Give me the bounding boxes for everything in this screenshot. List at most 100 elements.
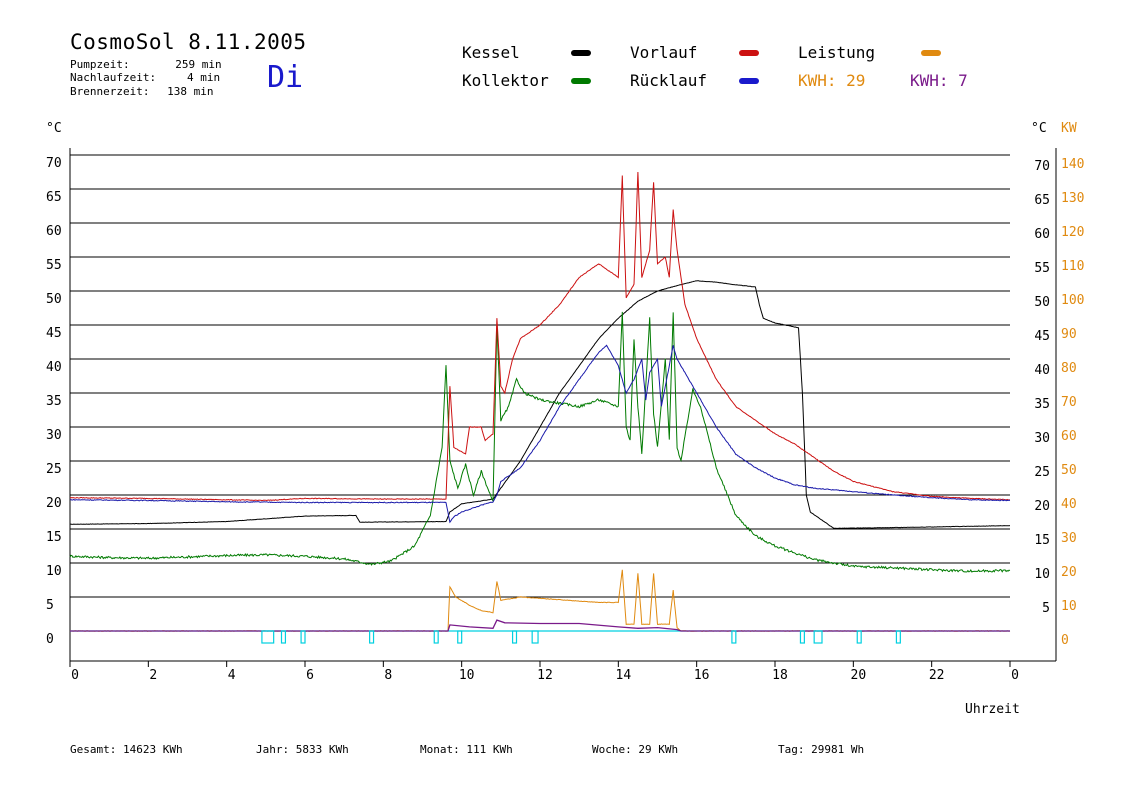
footer-tag: Tag: 29981 Wh: [778, 743, 865, 756]
legend-ruecklauf-swatch: [739, 78, 759, 84]
kw-tick-label: 20: [1061, 565, 1077, 580]
kw-tick-label: 140: [1061, 157, 1084, 172]
x-tick-label: 8: [384, 668, 392, 683]
pump-block: [813, 630, 823, 644]
info-pumpzeit: Pumpzeit: 259 min: [70, 58, 222, 71]
kw-tick-label: 0: [1061, 633, 1069, 648]
info-brennerzeit-label: Brennerzeit:: [70, 85, 150, 98]
footer-woche: Woche: 29 KWh: [592, 743, 679, 756]
right-tick-label: 60: [1034, 227, 1050, 242]
footer-gesamt: Gesamt: 14623 KWh: [70, 743, 183, 756]
kw-tick-label: 110: [1061, 259, 1084, 274]
kw-tick-label: 90: [1061, 327, 1077, 342]
x-tick-label: 22: [929, 668, 945, 683]
kw-tick-label: 80: [1061, 361, 1077, 376]
info-nachlaufzeit: Nachlaufzeit: 4 min: [70, 71, 220, 84]
left-tick-label: 60: [46, 224, 62, 239]
pump-block: [261, 630, 275, 644]
kw-tick-label: 100: [1061, 293, 1084, 308]
right-tick-label: 35: [1034, 397, 1050, 412]
x-tick-label: 0: [1011, 668, 1019, 683]
pump-block: [511, 630, 518, 644]
kw-tick-label: 60: [1061, 429, 1077, 444]
legend-kollektor-swatch: [571, 78, 591, 84]
x-tick-label: 0: [71, 668, 79, 683]
legend-ruecklauf-label: Rücklauf: [630, 71, 708, 90]
right-tick-label: 55: [1034, 261, 1050, 276]
kw-tick-label: 130: [1061, 191, 1084, 206]
left-tick-label: 35: [46, 394, 62, 409]
left-tick-label: 50: [46, 292, 62, 307]
legend-vorlauf-label: Vorlauf: [630, 43, 698, 62]
pump-block: [799, 630, 805, 644]
right-tick-label: 45: [1034, 329, 1050, 344]
x-tick-label: 18: [772, 668, 788, 683]
left-tick-label: 10: [46, 564, 62, 579]
pump-block: [457, 630, 463, 644]
kw-tick-label: 40: [1061, 497, 1077, 512]
x-tick-label: 10: [459, 668, 475, 683]
kw-tick-label: 30: [1061, 531, 1077, 546]
right-tick-label: 15: [1034, 533, 1050, 548]
x-tick-label: 14: [616, 668, 632, 683]
info-pumpzeit-value: 259 min: [175, 58, 222, 71]
right-tick-label: 40: [1034, 363, 1050, 378]
left-tick-label: 40: [46, 360, 62, 375]
right-axis-unit: °C: [1031, 121, 1047, 136]
kw-tick-label: 120: [1061, 225, 1084, 240]
info-nachlaufzeit-value: 4 min: [186, 71, 221, 84]
pump-block: [531, 630, 539, 644]
pump-block: [856, 630, 862, 644]
left-tick-label: 5: [46, 598, 54, 613]
x-tick-label: 16: [694, 668, 710, 683]
x-tick-label: 20: [851, 668, 867, 683]
pump-block: [731, 630, 737, 644]
x-tick-label: 6: [306, 668, 314, 683]
pump-block: [369, 630, 375, 644]
series-line-leistung: [69, 569, 1011, 632]
legend-kessel-label: Kessel: [462, 43, 520, 62]
info-brennerzeit-value: 138 min: [167, 85, 214, 98]
legend-vorlauf-swatch: [739, 50, 759, 56]
left-tick-label: 0: [46, 632, 54, 647]
pump-block: [300, 630, 306, 644]
info-brennerzeit: Brennerzeit: 138 min: [70, 85, 213, 98]
series-line-kessel: [70, 280, 1011, 529]
left-tick-label: 20: [46, 496, 62, 511]
right-tick-label: 65: [1034, 193, 1050, 208]
left-tick-label: 55: [46, 258, 62, 273]
right-tick-label: 10: [1034, 567, 1050, 582]
series-line-kollektor: [69, 311, 1011, 573]
left-tick-label: 30: [46, 428, 62, 443]
kw-tick-label: 50: [1061, 463, 1077, 478]
legend-kwh-total: KWH: 29: [798, 71, 866, 90]
legend-leistung-label: Leistung: [798, 43, 876, 62]
x-tick-label: 4: [228, 668, 236, 683]
right-tick-label: 30: [1034, 431, 1050, 446]
weekday-label: Di: [267, 60, 304, 95]
left-tick-label: 45: [46, 326, 62, 341]
right-tick-label: 70: [1034, 159, 1050, 174]
right-tick-label: 5: [1042, 601, 1050, 616]
left-axis-unit: °C: [46, 121, 62, 136]
series-line-vorlauf: [69, 171, 1011, 502]
x-tick-label: 2: [149, 668, 157, 683]
left-tick-label: 70: [46, 156, 62, 171]
pump-block: [433, 630, 439, 644]
footer-monat: Monat: 111 KWh: [420, 743, 513, 756]
right-tick-label: 25: [1034, 465, 1050, 480]
kw-axis-unit: KW: [1061, 121, 1077, 136]
legend-kessel-swatch: [571, 50, 591, 56]
right-tick-label: 50: [1034, 295, 1050, 310]
left-tick-label: 65: [46, 190, 62, 205]
pump-block: [895, 630, 901, 644]
left-tick-label: 25: [46, 462, 62, 477]
series-line-kwh2: [70, 619, 1010, 632]
x-tick-label: 12: [537, 668, 553, 683]
footer-jahr: Jahr: 5833 KWh: [256, 743, 349, 756]
legend-leistung-swatch: [921, 50, 941, 56]
kw-tick-label: 10: [1061, 599, 1077, 614]
legend-kollektor-label: Kollektor: [462, 71, 549, 90]
info-pumpzeit-label: Pumpzeit:: [70, 58, 130, 71]
